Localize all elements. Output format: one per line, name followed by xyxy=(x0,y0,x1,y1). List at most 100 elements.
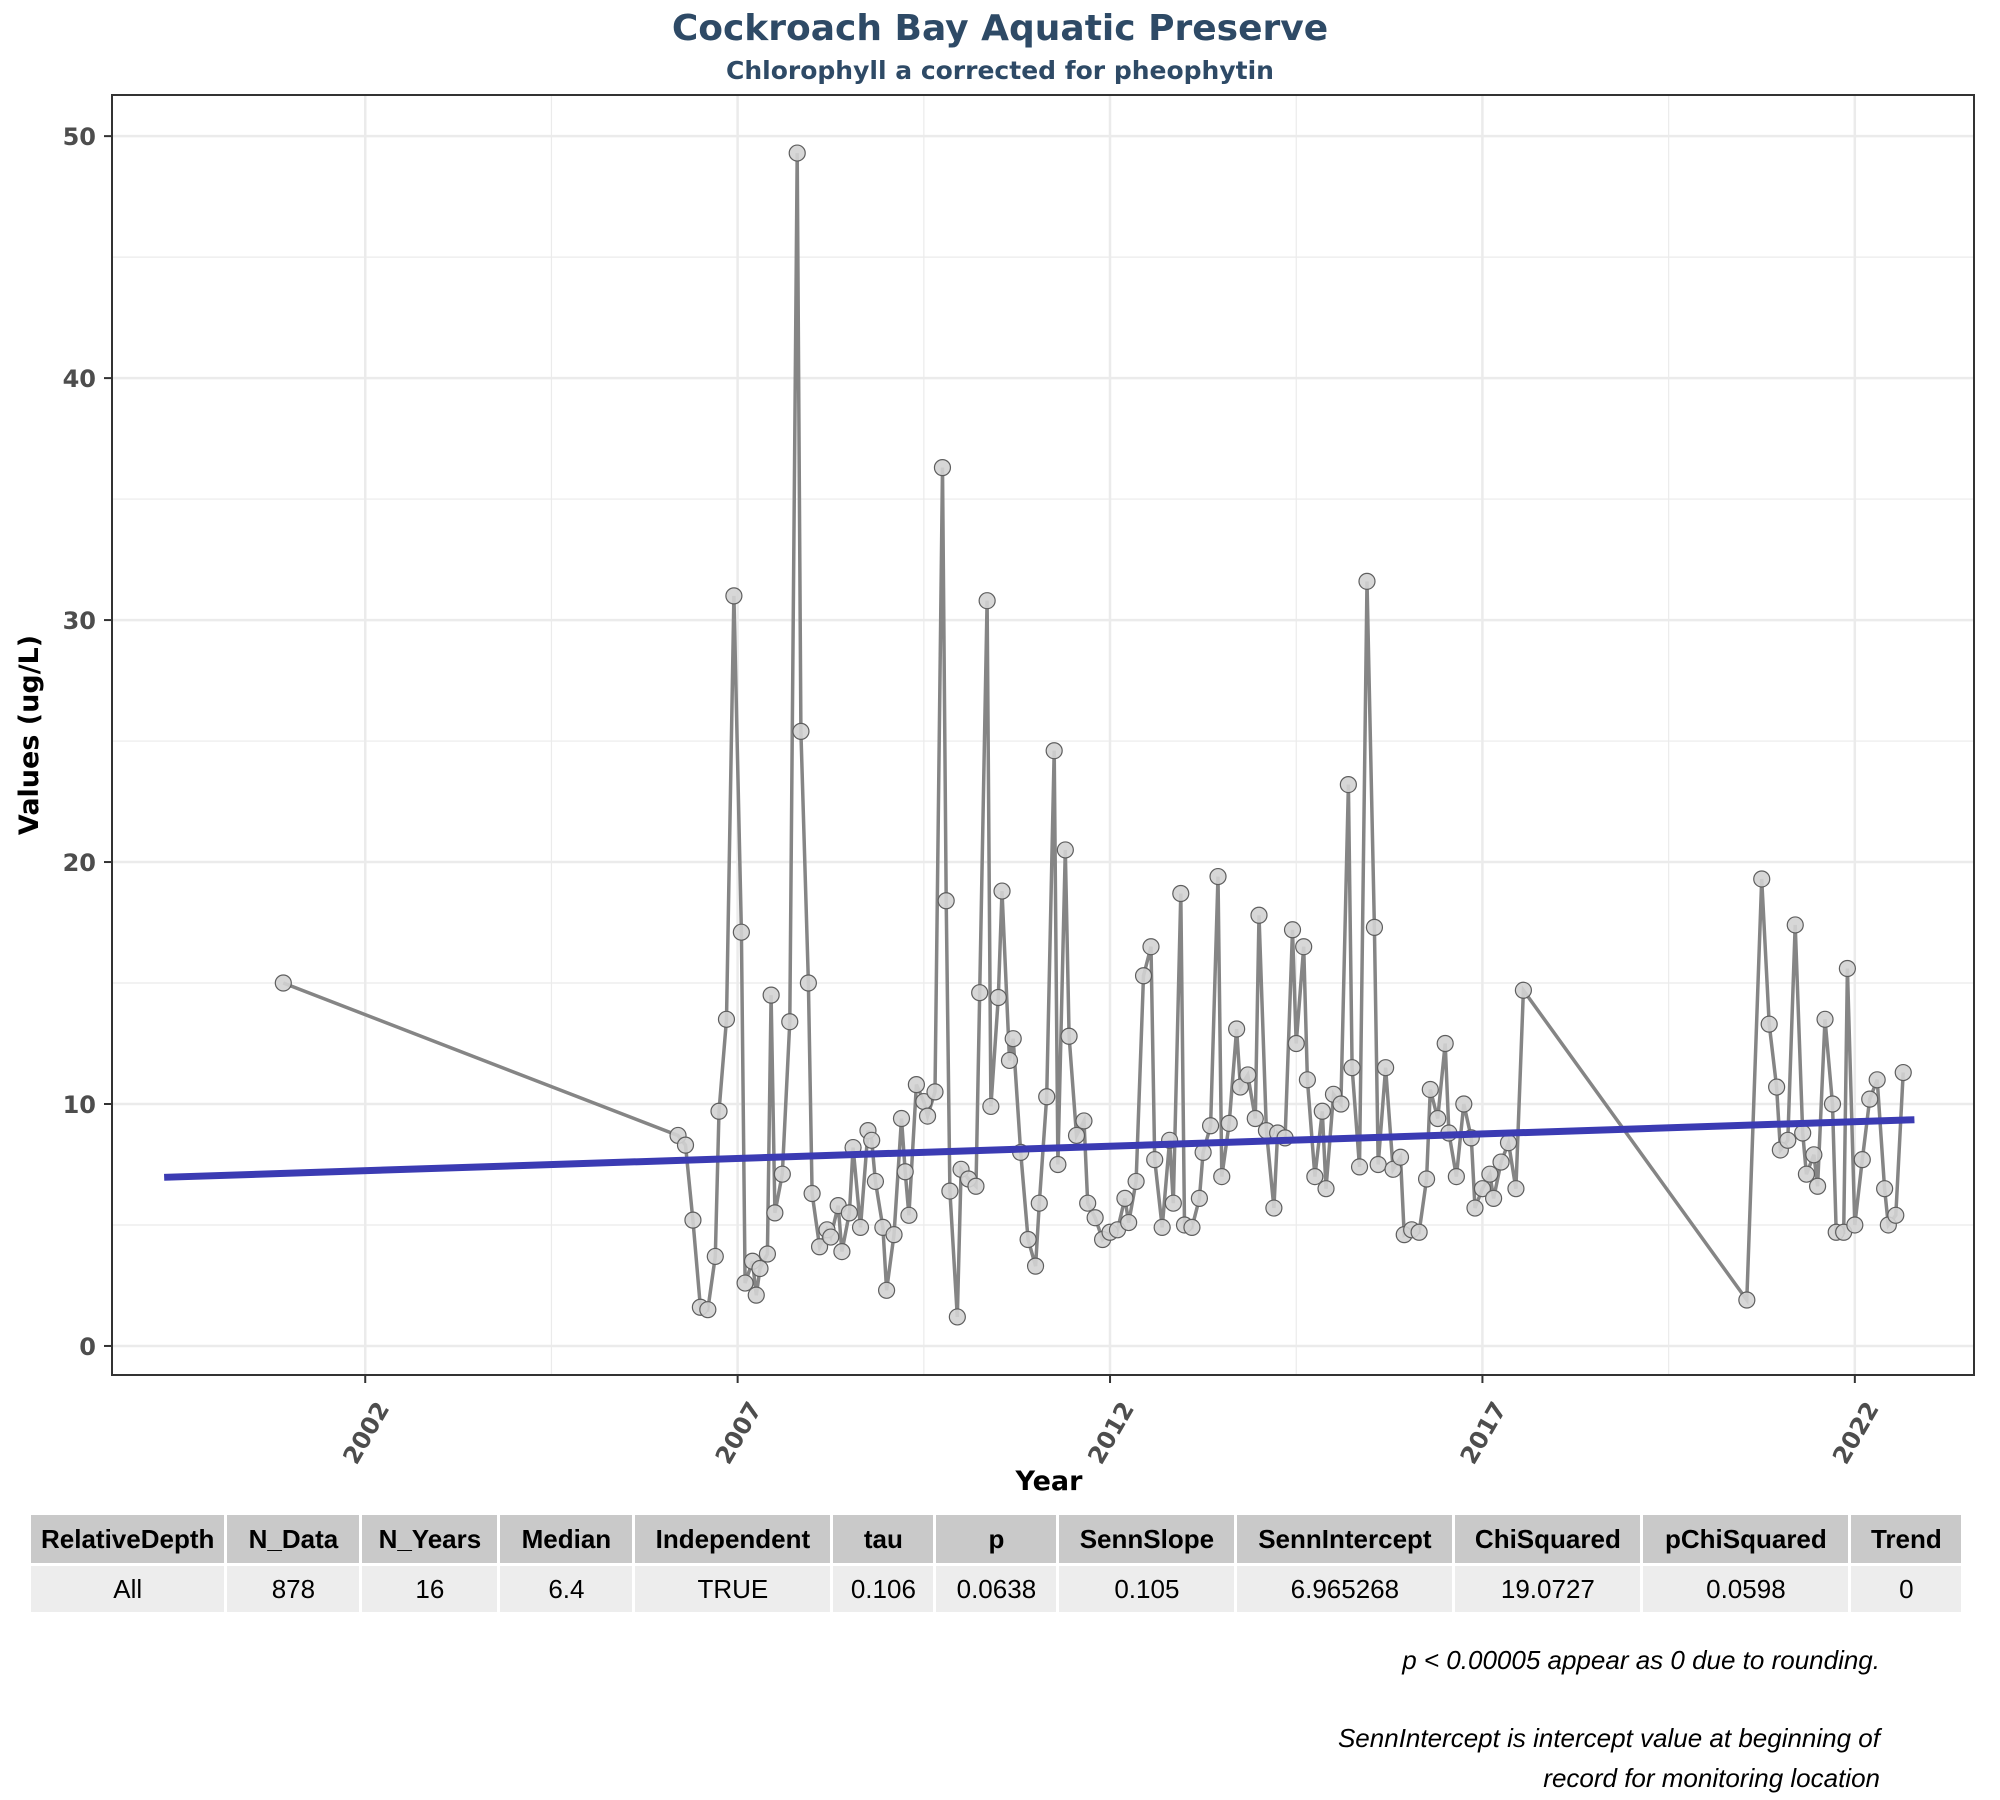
table-cell: 0.106 xyxy=(833,1566,934,1612)
data-point xyxy=(1429,1109,1447,1128)
data-point xyxy=(978,592,996,610)
table-header-cell: Median xyxy=(500,1515,633,1563)
data-point xyxy=(989,988,1007,1007)
data-point xyxy=(1295,938,1313,956)
data-point xyxy=(1436,1034,1454,1053)
data-point xyxy=(1779,1131,1797,1149)
data-point xyxy=(1228,1020,1246,1038)
data-point xyxy=(941,1182,959,1200)
data-point xyxy=(1265,1199,1283,1217)
data-point xyxy=(1768,1078,1786,1096)
data-point xyxy=(926,1083,944,1101)
x-axis-ticks: 2002 2007 2012 2017 2022 xyxy=(337,1375,1885,1469)
data-point xyxy=(788,144,806,162)
data-point xyxy=(1209,867,1227,886)
data-point xyxy=(1350,1158,1369,1176)
data-point xyxy=(1019,1230,1037,1249)
table-cell: 6.4 xyxy=(500,1566,633,1612)
data-point xyxy=(1365,918,1384,936)
data-point xyxy=(1086,1209,1104,1227)
data-point xyxy=(967,1177,985,1195)
table-cell: 16 xyxy=(362,1566,498,1612)
data-point xyxy=(1369,1155,1387,1174)
data-point xyxy=(863,1131,881,1149)
data-point xyxy=(1343,1059,1361,1077)
y-tick-label: 50 xyxy=(63,123,96,151)
data-point xyxy=(833,1242,851,1261)
data-point xyxy=(1887,1206,1905,1224)
minor-gridlines xyxy=(112,95,1974,1375)
data-point xyxy=(684,1211,702,1229)
data-point xyxy=(1049,1155,1067,1174)
data-point xyxy=(1868,1071,1886,1089)
data-point xyxy=(1797,1165,1816,1183)
data-point xyxy=(1455,1095,1473,1113)
table-header-cell: N_Years xyxy=(362,1515,498,1563)
data-point xyxy=(1738,1291,1756,1309)
data-point xyxy=(851,1218,870,1237)
data-point xyxy=(1339,776,1357,794)
data-point xyxy=(1808,1177,1827,1195)
data-point xyxy=(1377,1059,1395,1077)
plot-panel xyxy=(111,94,1975,1376)
data-point xyxy=(1045,742,1063,760)
data-point xyxy=(1805,1146,1823,1164)
table-header-cell: SennIntercept xyxy=(1237,1515,1453,1563)
data-point xyxy=(1172,884,1190,903)
data-point xyxy=(1116,1189,1134,1207)
y-tick-label: 30 xyxy=(63,607,96,635)
data-point xyxy=(1358,572,1376,590)
plot-border xyxy=(111,94,1975,1376)
data-point xyxy=(725,587,743,605)
data-point xyxy=(948,1308,966,1326)
table-cell: 6.965268 xyxy=(1237,1566,1453,1612)
y-tick-label: 10 xyxy=(63,1091,96,1119)
data-point xyxy=(792,722,810,740)
data-point xyxy=(773,1165,791,1183)
x-tick-label: 2007 xyxy=(710,1397,768,1469)
data-point xyxy=(877,1281,896,1299)
data-point xyxy=(1473,1180,1492,1198)
data-point xyxy=(710,1102,728,1120)
data-point xyxy=(1287,1034,1305,1053)
data-point xyxy=(1421,1080,1439,1099)
data-point xyxy=(885,1226,903,1244)
data-point xyxy=(907,1076,925,1094)
chart-title: Cockroach Bay Aquatic Preserve xyxy=(671,8,1329,49)
data-point xyxy=(1250,906,1268,924)
data-point xyxy=(1038,1088,1056,1106)
statistics-table: RelativeDepth N_Data N_Years Median Inde… xyxy=(28,1512,1964,1615)
data-point xyxy=(1823,1095,1842,1113)
data-point xyxy=(982,1097,1000,1116)
data-point xyxy=(766,1204,784,1222)
data-point xyxy=(736,1274,754,1292)
data-point xyxy=(1391,1148,1410,1166)
data-point xyxy=(1481,1165,1499,1183)
data-point xyxy=(803,1184,821,1203)
data-point xyxy=(900,1206,918,1224)
data-point xyxy=(1026,1257,1045,1275)
data-point xyxy=(1499,1134,1518,1152)
data-point xyxy=(1246,1109,1264,1128)
data-point xyxy=(1507,1180,1525,1198)
x-tick-label: 2017 xyxy=(1455,1397,1513,1469)
table-header-cell: p xyxy=(936,1515,1057,1563)
data-point xyxy=(1760,1015,1778,1033)
table-header-row: RelativeDepth N_Data N_Years Median Inde… xyxy=(31,1515,1962,1563)
data-point xyxy=(1786,916,1804,934)
intercept-note-line-1: SennIntercept is intercept value at begi… xyxy=(1337,1723,1880,1753)
data-point xyxy=(810,1238,829,1256)
data-points xyxy=(274,144,1912,1326)
data-point xyxy=(866,1172,885,1191)
data-point xyxy=(1838,959,1856,978)
data-point xyxy=(1220,1114,1238,1132)
data-point xyxy=(1060,1027,1078,1045)
data-point xyxy=(1753,870,1771,888)
data-point xyxy=(717,1010,736,1028)
data-point xyxy=(918,1107,937,1125)
data-point xyxy=(892,1109,911,1128)
y-axis-label: Values (ug/L) xyxy=(14,635,45,835)
data-point xyxy=(1876,1180,1894,1198)
data-point xyxy=(993,882,1011,900)
data-point xyxy=(1853,1151,1871,1169)
